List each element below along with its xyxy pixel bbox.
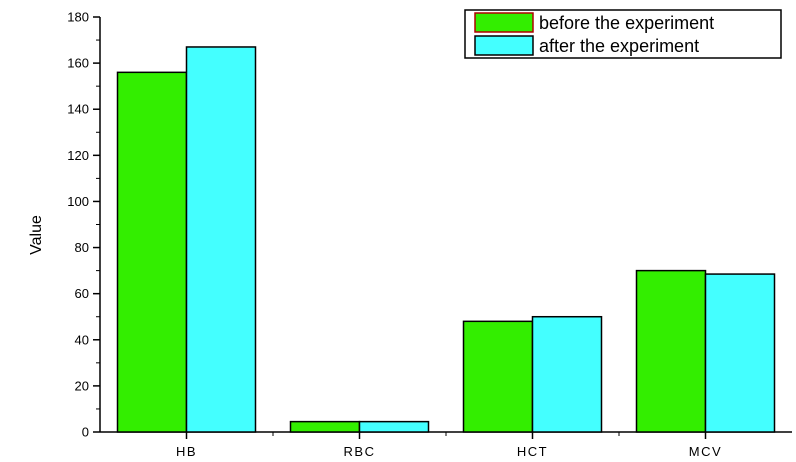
x-tick-label: RBC [344, 444, 376, 459]
x-tick-label: HB [176, 444, 197, 459]
x-tick-label: HCT [517, 444, 548, 459]
y-tick-label: 0 [82, 425, 89, 440]
y-tick-label: 100 [67, 194, 89, 209]
y-tick-label: 160 [67, 56, 89, 71]
y-axis: 0 20 40 60 80 100 120 140 160 180 [67, 10, 101, 440]
bar-hct-series-2 [531, 315, 603, 433]
y-tick-label: 180 [67, 10, 89, 25]
bar-rbc-series-2 [358, 420, 430, 433]
legend-swatch-2 [474, 35, 534, 56]
bar-mcv-series-2 [704, 273, 776, 433]
bar-hb-series-2 [185, 46, 257, 433]
bar-hct-series-1 [462, 320, 534, 433]
legend-swatch-1 [474, 12, 534, 33]
x-tick-label: MCV [689, 444, 722, 459]
legend: before the experiment after the experimen… [464, 9, 782, 59]
y-tick-label: 40 [75, 332, 89, 347]
bar-rbc-series-1 [289, 420, 361, 433]
bars [116, 46, 776, 433]
y-axis-label: Value [28, 215, 45, 255]
legend-label-2: after the experiment [539, 36, 699, 56]
y-tick-label: 20 [75, 378, 89, 393]
x-axis: HB RBC HCT MCV [100, 431, 792, 459]
y-tick-label: 80 [75, 240, 89, 255]
bar-mcv-series-1 [635, 269, 707, 433]
y-tick-label: 140 [67, 102, 89, 117]
bar-hb-series-1 [116, 71, 188, 433]
y-tick-label: 60 [75, 286, 89, 301]
legend-label-1: before the experiment [539, 13, 714, 33]
y-tick-label: 120 [67, 148, 89, 163]
